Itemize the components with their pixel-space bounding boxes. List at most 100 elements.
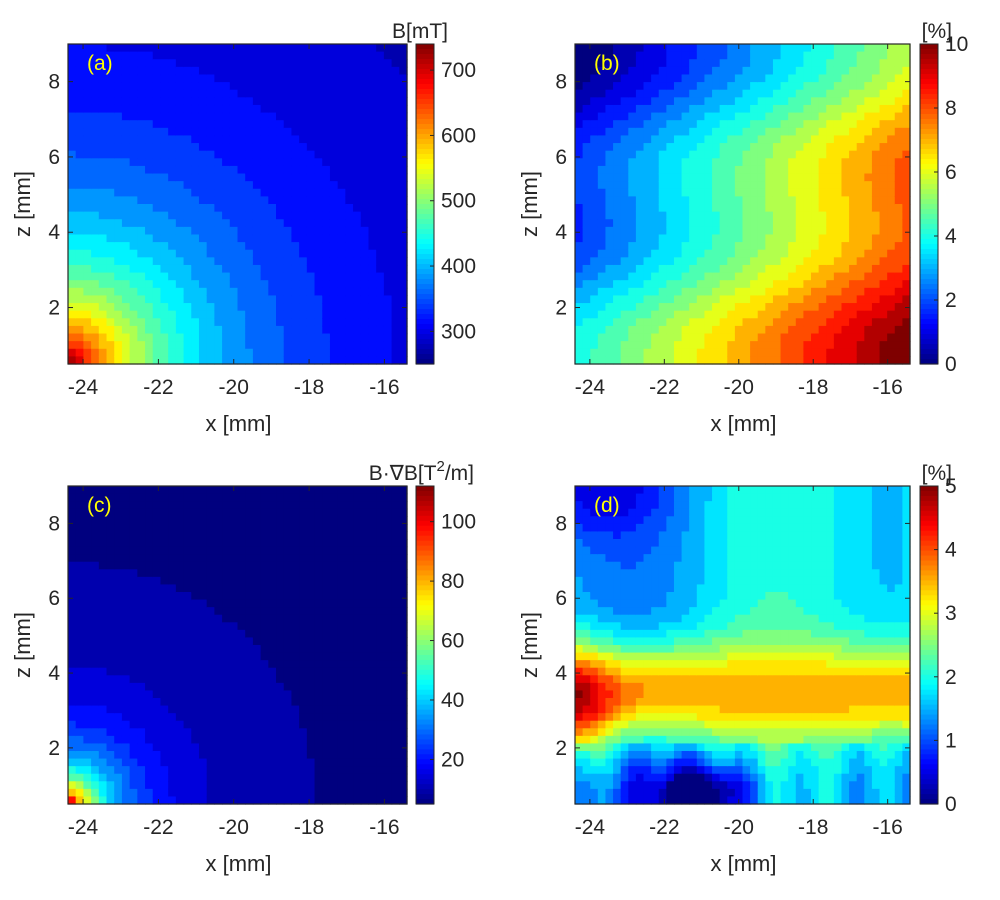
- heatmap-cell: [75, 599, 84, 608]
- colorbar-swatch: [416, 104, 434, 110]
- heatmap-cell: [681, 242, 690, 251]
- heatmap-cell: [229, 660, 239, 669]
- heatmap-cell: [803, 318, 812, 327]
- heatmap-cell: [106, 219, 115, 228]
- heatmap-cell: [260, 120, 269, 129]
- heatmap-cell: [368, 249, 377, 258]
- heatmap-cell: [575, 66, 584, 76]
- heatmap-cell: [129, 150, 138, 159]
- heatmap-cell: [376, 165, 385, 175]
- heatmap-cell: [590, 204, 599, 213]
- heatmap-cell: [98, 196, 108, 205]
- heatmap-cell: [833, 325, 843, 335]
- heatmap-cell: [198, 127, 208, 137]
- heatmap-cell: [314, 219, 323, 228]
- heatmap-cell: [168, 44, 177, 53]
- heatmap-cell: [68, 66, 77, 76]
- heatmap-cell: [260, 584, 269, 593]
- colorbar-swatch: [920, 274, 938, 280]
- heatmap-cell: [673, 249, 683, 258]
- heatmap-cell: [183, 781, 192, 790]
- heatmap-cell: [673, 226, 683, 236]
- heatmap-cell: [106, 592, 115, 601]
- plot-frame: [574, 43, 911, 365]
- heatmap-cell: [106, 796, 115, 805]
- heatmap-cell: [260, 325, 269, 335]
- heatmap-cell: [106, 51, 115, 60]
- heatmap-cell: [68, 211, 77, 220]
- heatmap-cell: [229, 652, 239, 661]
- heatmap-cell: [742, 173, 751, 182]
- heatmap-cell: [168, 135, 177, 144]
- heatmap-cell: [114, 781, 123, 790]
- heatmap-cell: [391, 127, 400, 137]
- heatmap-cell: [168, 234, 177, 243]
- heatmap-cell: [237, 523, 246, 533]
- heatmap-cell: [283, 356, 293, 365]
- heatmap-cell: [222, 766, 231, 775]
- heatmap-cell: [605, 188, 614, 197]
- heatmap-cell: [237, 751, 246, 760]
- heatmap-cell: [106, 622, 115, 631]
- heatmap-cell: [168, 539, 177, 548]
- heatmap-cell: [856, 120, 865, 129]
- heatmap-cell: [83, 486, 92, 495]
- heatmap-cell: [98, 181, 108, 190]
- heatmap-cell: [222, 599, 231, 608]
- heatmap-cell: [803, 143, 812, 152]
- heatmap-cell: [757, 204, 766, 213]
- heatmap-cell: [214, 158, 223, 167]
- heatmap-cell: [383, 104, 393, 114]
- heatmap-cell: [734, 127, 744, 137]
- heatmap-cell: [575, 226, 584, 236]
- heatmap-cell: [360, 348, 370, 357]
- heatmap-cell: [719, 333, 728, 342]
- heatmap-cell: [742, 272, 751, 281]
- heatmap-cell: [91, 264, 100, 274]
- heatmap-cell: [597, 242, 607, 251]
- heatmap-cell: [383, 303, 393, 312]
- heatmap-cell: [68, 766, 77, 775]
- heatmap-cell: [841, 74, 850, 83]
- heatmap-cell: [575, 234, 584, 243]
- heatmap-cell: [353, 310, 362, 319]
- heatmap-cell: [803, 59, 812, 68]
- heatmap-cell: [306, 318, 316, 327]
- heatmap-cell: [129, 576, 138, 586]
- heatmap-cell: [129, 303, 138, 312]
- colorbar-swatch: [416, 169, 434, 175]
- colorbar-swatch: [416, 274, 434, 280]
- heatmap-cell: [229, 143, 239, 152]
- heatmap-cell: [750, 280, 759, 289]
- heatmap-cell: [360, 135, 370, 144]
- heatmap-cell: [206, 660, 215, 669]
- heatmap-cell: [214, 89, 223, 98]
- heatmap-cell: [276, 104, 285, 114]
- heatmap-cell: [772, 135, 782, 144]
- heatmap-cell: [353, 249, 362, 258]
- heatmap-cell: [114, 592, 123, 601]
- heatmap-cell: [183, 280, 192, 289]
- heatmap-cell: [368, 226, 377, 236]
- heatmap-cell: [337, 196, 346, 205]
- heatmap-cell: [337, 188, 346, 197]
- heatmap-cell: [635, 219, 645, 228]
- heatmap-cell: [879, 120, 888, 129]
- heatmap-cell: [795, 295, 805, 304]
- heatmap-cell: [160, 242, 169, 251]
- heatmap-cell: [780, 127, 789, 137]
- heatmap-cell: [152, 682, 162, 692]
- heatmap-cell: [145, 341, 154, 350]
- heatmap-cell: [391, 97, 400, 106]
- heatmap-cell: [191, 720, 200, 729]
- heatmap-cell: [841, 295, 850, 304]
- heatmap-cell: [214, 637, 223, 646]
- heatmap-cell: [666, 127, 675, 137]
- heatmap-cell: [826, 303, 835, 312]
- heatmap-cell: [391, 226, 400, 236]
- heatmap-cell: [399, 150, 408, 159]
- heatmap-cell: [152, 303, 162, 312]
- colorbar-swatch: [920, 139, 938, 145]
- heatmap-cell: [620, 44, 629, 53]
- heatmap-cell: [368, 143, 377, 152]
